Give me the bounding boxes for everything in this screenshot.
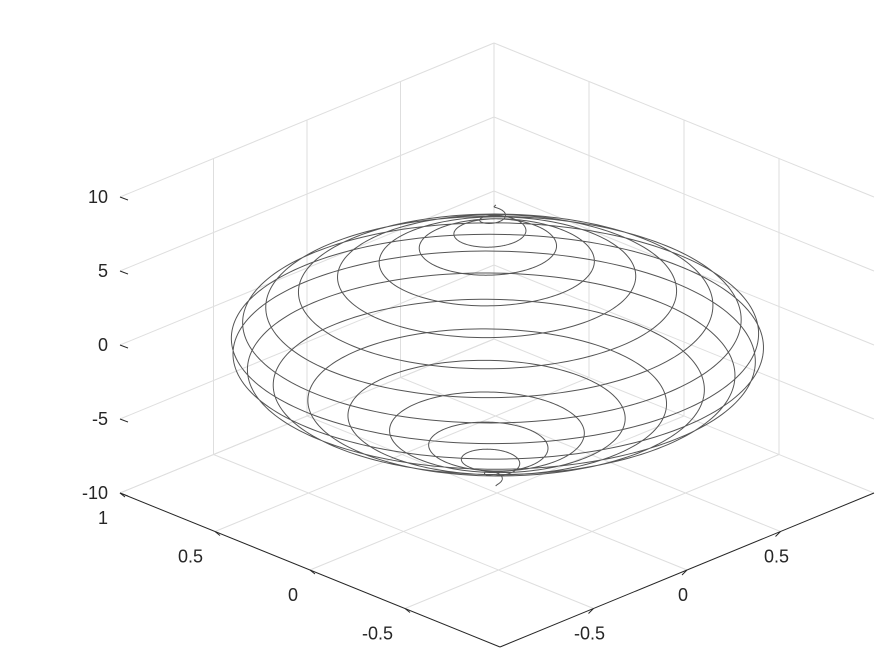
grid-line-side-z: [493, 264, 875, 420]
z-tick: [119, 418, 129, 423]
x-tick: [588, 608, 594, 614]
z-tick: [119, 196, 129, 201]
grid-line-side-z: [493, 338, 875, 494]
grid-line-back-z: [119, 116, 495, 272]
z-tick-label: 5: [98, 261, 108, 281]
grid-layer: [119, 42, 875, 609]
y-tick-label: 1: [98, 508, 108, 528]
grid-line-floor-y: [309, 415, 685, 571]
grid-line-back-z: [119, 42, 495, 198]
helix-curve: [230, 204, 764, 487]
z-tick: [119, 492, 129, 497]
z-tick: [119, 344, 129, 349]
y-tick-label: 0: [288, 585, 298, 605]
grid-line-side-z: [493, 116, 875, 272]
y-tick-label: 0.5: [178, 547, 203, 567]
z-tick-label: -10: [82, 483, 108, 503]
label-layer: -0.5 0 0.5 -0.5 0 0.5 1 -10 -5 0 5 10: [82, 187, 789, 644]
y-tick: [309, 569, 316, 575]
grid-line-back-z: [119, 190, 495, 346]
x-tick: [681, 569, 688, 576]
x-tick-label: 0.5: [764, 547, 789, 567]
z-tick-label: -5: [92, 409, 108, 429]
grid-line-floor-y: [404, 454, 780, 609]
grid-line-side-z: [493, 42, 875, 198]
y-tick-label: -0.5: [362, 624, 393, 644]
y-tick: [404, 608, 411, 613]
z-tick-label: 10: [88, 187, 108, 207]
axes-layer: [119, 196, 875, 648]
y-tick: [214, 531, 221, 536]
grid-line-floor-y: [214, 377, 590, 532]
z-tick: [119, 270, 129, 275]
x-tick-label: 0: [678, 585, 688, 605]
z-tick-label: 0: [98, 335, 108, 355]
data-layer: [230, 204, 764, 487]
grid-line-back-z: [119, 264, 495, 420]
x-tick: [775, 531, 781, 537]
x-tick-label: -0.5: [574, 624, 605, 644]
